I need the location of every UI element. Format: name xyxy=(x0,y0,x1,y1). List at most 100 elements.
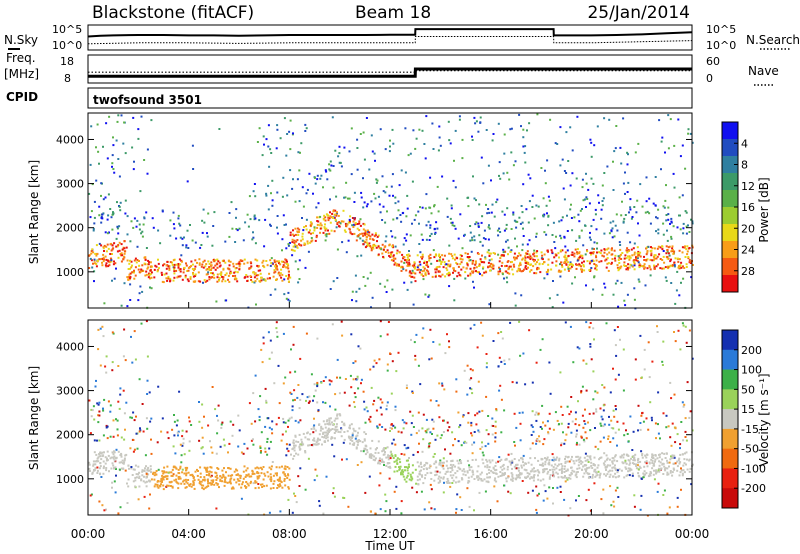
heatmap-cell xyxy=(103,258,105,261)
heatmap-cell xyxy=(625,429,627,432)
heatmap-cell xyxy=(101,325,104,328)
heatmap-cell xyxy=(670,282,673,284)
heatmap-cell xyxy=(451,431,454,434)
heatmap-cell xyxy=(662,340,665,343)
heatmap-cell xyxy=(478,271,480,274)
heatmap-cell xyxy=(189,483,192,486)
heatmap-cell xyxy=(339,222,342,225)
heatmap-cell xyxy=(614,224,617,227)
heatmap-cell xyxy=(516,476,519,479)
heatmap-cell xyxy=(429,464,432,467)
heatmap-cell xyxy=(407,463,410,466)
heatmap-cell xyxy=(571,172,574,175)
heatmap-cell xyxy=(513,441,516,443)
heatmap-cell xyxy=(133,271,135,274)
heatmap-cell xyxy=(671,471,674,474)
heatmap-cell xyxy=(434,254,437,257)
heatmap-cell xyxy=(495,480,498,483)
heatmap-cell xyxy=(590,253,592,256)
heatmap-cell xyxy=(507,260,510,262)
heatmap-cell xyxy=(97,421,100,424)
heatmap-cell xyxy=(182,437,185,440)
heatmap-cell xyxy=(686,253,689,256)
heatmap-cell xyxy=(525,268,528,270)
heatmap-cell xyxy=(264,279,267,282)
heatmap-cell xyxy=(290,248,293,251)
heatmap-cell xyxy=(471,434,474,437)
heatmap-cell xyxy=(560,475,563,478)
heatmap-cell xyxy=(627,470,630,473)
heatmap-cell xyxy=(530,269,533,272)
heatmap-cell xyxy=(319,222,322,225)
heatmap-cell xyxy=(528,256,531,259)
heatmap-cell xyxy=(94,467,97,470)
heatmap-cell xyxy=(663,489,666,492)
heatmap-cell xyxy=(163,466,166,469)
heatmap-cell xyxy=(604,259,607,262)
heatmap-cell xyxy=(105,265,108,268)
heatmap-cell xyxy=(174,452,177,455)
heatmap-cell xyxy=(667,252,670,255)
heatmap-cell xyxy=(168,265,171,268)
heatmap-cell xyxy=(663,452,666,455)
heatmap-cell xyxy=(262,265,265,267)
heatmap-cell xyxy=(594,427,596,429)
heatmap-cell xyxy=(659,258,662,260)
heatmap-cell xyxy=(413,267,416,270)
heatmap-cell xyxy=(349,232,352,235)
heatmap-cell xyxy=(133,419,136,422)
heatmap-cell xyxy=(305,127,308,130)
heatmap-cell xyxy=(179,477,182,480)
heatmap-cell xyxy=(168,268,171,271)
heatmap-cell xyxy=(586,198,589,200)
heatmap-cell xyxy=(682,464,685,467)
heatmap-cell xyxy=(462,468,465,471)
heatmap-cell xyxy=(548,427,551,430)
heatmap-cell xyxy=(350,386,353,389)
heatmap-cell xyxy=(633,259,636,261)
heatmap-cell xyxy=(495,472,498,475)
heatmap-cell xyxy=(625,249,628,252)
heatmap-cell xyxy=(436,434,439,437)
heatmap-cell xyxy=(633,206,636,208)
heatmap-cell xyxy=(289,148,292,151)
heatmap-cell xyxy=(356,227,359,230)
heatmap-cell xyxy=(364,491,367,494)
heatmap-cell xyxy=(529,477,531,480)
heatmap-cell xyxy=(235,228,238,230)
heatmap-cell xyxy=(300,438,303,441)
heatmap-cell xyxy=(347,505,350,508)
heatmap-cell xyxy=(102,260,105,263)
heatmap-cell xyxy=(333,455,336,458)
heatmap-cell xyxy=(542,464,545,467)
heatmap-cell xyxy=(337,214,340,217)
heatmap-cell xyxy=(612,220,615,223)
heatmap-cell xyxy=(688,329,691,332)
heatmap-cell xyxy=(471,459,474,461)
heatmap-cell xyxy=(250,265,253,268)
heatmap-cell xyxy=(143,495,146,498)
heatmap-cell xyxy=(141,264,144,267)
heatmap-cell xyxy=(330,437,333,440)
heatmap-cell xyxy=(558,256,560,259)
heatmap-cell xyxy=(616,444,618,447)
heatmap-cell xyxy=(678,258,681,261)
heatmap-cell xyxy=(578,461,581,464)
heatmap-cell xyxy=(669,436,672,439)
heatmap-cell xyxy=(235,216,237,219)
heatmap-cell xyxy=(517,269,520,272)
heatmap-cell xyxy=(424,273,427,276)
heatmap-cell xyxy=(613,505,616,508)
heatmap-cell xyxy=(585,182,588,185)
heatmap-cell xyxy=(642,265,645,267)
heatmap-cell xyxy=(353,392,356,395)
heatmap-cell xyxy=(633,457,635,460)
heatmap-cell xyxy=(133,269,135,272)
heatmap-cell xyxy=(614,282,617,285)
heatmap-cell xyxy=(534,413,537,416)
heatmap-cell xyxy=(350,173,353,176)
heatmap-cell xyxy=(653,247,656,250)
heatmap-cell xyxy=(235,208,238,211)
heatmap-cell xyxy=(515,467,518,470)
